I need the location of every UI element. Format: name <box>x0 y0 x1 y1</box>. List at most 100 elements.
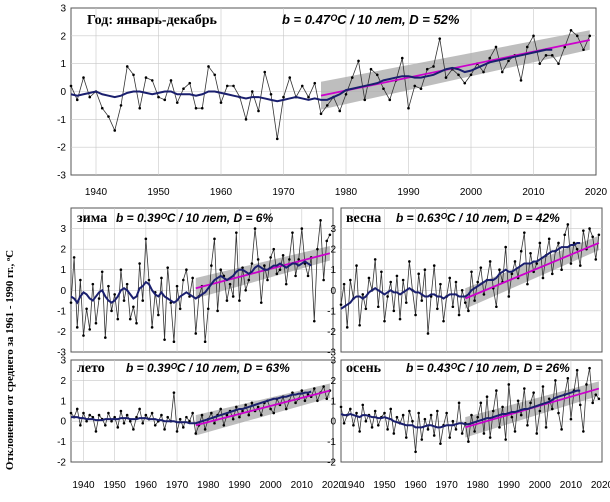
observed-point <box>181 278 185 282</box>
observed-point <box>597 397 601 401</box>
observed-point <box>231 417 235 421</box>
observed-point <box>358 323 361 327</box>
observed-point <box>247 413 251 417</box>
observed-point <box>566 377 570 380</box>
observed-point <box>69 84 73 88</box>
observed-point <box>451 419 455 423</box>
observed-point <box>231 295 235 298</box>
observed-point <box>235 405 238 409</box>
observed-point <box>235 231 238 234</box>
observed-point <box>75 326 79 329</box>
observed-point <box>172 391 176 394</box>
observed-series-line <box>70 220 331 342</box>
observed-point <box>85 419 88 423</box>
observed-point <box>166 266 169 269</box>
x-tick-label: 2010 <box>291 480 314 491</box>
panel-stat: b = 0.39ᴼC / 10 лет, D = 63% <box>126 361 290 375</box>
observed-point <box>358 430 361 433</box>
observed-point <box>319 112 323 116</box>
observed-point <box>398 317 402 321</box>
observed-point <box>182 87 185 91</box>
y-tick-label: 1 <box>330 396 336 407</box>
observed-point <box>442 319 445 323</box>
observed-point <box>213 421 216 425</box>
observed-point <box>342 282 346 286</box>
y-tick-label: 1 <box>60 396 66 407</box>
observed-point <box>225 299 229 302</box>
observed-point <box>419 87 423 91</box>
observed-point <box>389 280 393 284</box>
observed-point <box>319 219 322 222</box>
observed-point <box>328 233 332 237</box>
observed-point <box>408 409 411 413</box>
observed-point <box>482 293 486 296</box>
observed-point <box>210 411 213 415</box>
observed-point <box>467 440 470 443</box>
y-tick-label: 3 <box>60 4 66 15</box>
observed-point <box>364 419 368 423</box>
trend-line <box>195 389 331 427</box>
observed-point <box>82 411 85 415</box>
observed-point <box>312 387 316 390</box>
observed-point <box>185 415 188 419</box>
observed-point <box>291 391 294 394</box>
observed-point <box>272 247 276 251</box>
observed-point <box>355 411 358 415</box>
observed-point <box>250 262 254 265</box>
observed-point <box>414 450 417 454</box>
observed-point <box>119 268 123 272</box>
observed-point <box>132 428 135 431</box>
panel-spring: весна b = 0.63ᴼC / 10 лет, D = 42% -3 -2 -… <box>327 207 603 359</box>
observed-point <box>100 270 104 274</box>
observed-point <box>241 409 244 413</box>
x-tick-label: 1980 <box>335 187 358 198</box>
observed-point <box>432 434 436 437</box>
y-tick-label: 0 <box>330 417 336 428</box>
observed-point <box>219 101 223 104</box>
panel-title: осень <box>346 361 382 376</box>
observed-point <box>582 229 585 232</box>
x-tick-label: 1970 <box>166 480 189 491</box>
x-tick-label: 1990 <box>498 480 521 491</box>
observed-point <box>284 407 288 411</box>
panel-year: Год: январь-декабрь b = 0.47ᴼC / 10 лет,… <box>57 4 607 199</box>
observed-point <box>113 415 116 419</box>
observed-point <box>395 274 399 278</box>
observed-point <box>550 54 554 57</box>
observed-point <box>408 260 411 263</box>
observed-point <box>72 256 76 259</box>
x-tick-label: 1980 <box>197 480 220 491</box>
observed-point <box>588 366 591 370</box>
observed-point <box>488 260 492 263</box>
observed-point <box>175 101 179 104</box>
observed-point <box>160 413 163 417</box>
observed-point <box>338 109 342 113</box>
observed-point <box>97 413 101 417</box>
observed-point <box>107 284 110 288</box>
observed-point <box>380 270 383 274</box>
observed-point <box>91 415 95 419</box>
observed-point <box>225 84 229 88</box>
observed-point <box>457 313 461 317</box>
observed-point <box>541 385 545 388</box>
observed-point <box>504 438 507 441</box>
observed-point <box>153 423 157 427</box>
trend-band <box>465 235 599 309</box>
observed-point <box>501 405 504 409</box>
observed-point <box>476 280 480 284</box>
y-tick-label: 1 <box>330 265 336 276</box>
smoothed-series-line <box>70 260 312 305</box>
y-tick-label: -3 <box>327 348 336 359</box>
observed-point <box>339 303 343 306</box>
y-tick-label: -1 <box>327 306 336 317</box>
observed-point <box>423 268 427 272</box>
x-tick-label: 2020 <box>585 187 608 198</box>
observed-point <box>357 59 360 63</box>
observed-point <box>444 76 448 79</box>
observed-point <box>275 272 279 276</box>
observed-point <box>373 409 377 413</box>
observed-point <box>392 432 396 435</box>
observed-point <box>591 401 594 405</box>
observed-point <box>594 393 598 396</box>
observed-point <box>519 79 523 82</box>
